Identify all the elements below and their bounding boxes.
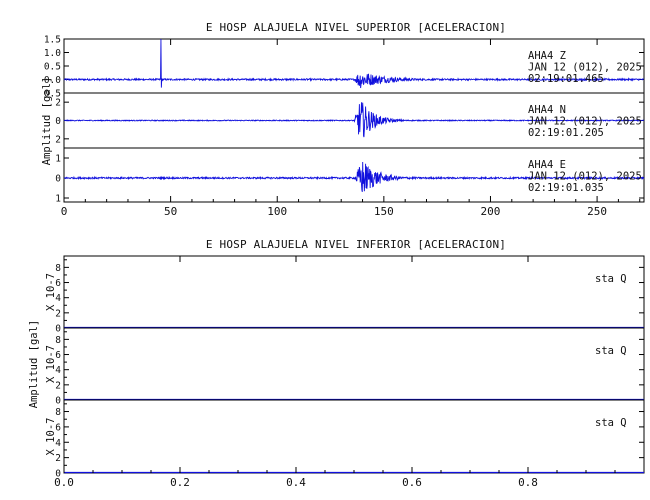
y-tick-label: 8 [55, 407, 61, 418]
trace-time-label: 02:19:01.035 [528, 182, 604, 194]
y-tick-label: 4 [55, 365, 61, 376]
trace-time-label: 02:19:01.465 [528, 73, 604, 85]
lower-chart-title: E HOSP ALAJUELA NIVEL INFERIOR [ACELERAC… [206, 238, 506, 251]
upper-y-axis-label: Amplitud [gal] [41, 77, 53, 166]
empty-trace-panel-3: 0 2 4 6 8X 10-7 sta Q [45, 399, 644, 480]
y-tick-label: 0.5 [44, 62, 61, 73]
y-tick-label: 0 [55, 174, 61, 185]
lower-chart-frame [63, 255, 645, 474]
y-tick-label: 2 [55, 308, 61, 319]
x-tick-label: 50 [164, 205, 177, 218]
x-tick-label: 0.6 [402, 476, 422, 489]
x-tick-label: 250 [587, 205, 607, 218]
y-tick-label: 2 [55, 380, 61, 391]
trace-station-label: sta Q [595, 345, 627, 357]
x-tick-label: 0.8 [518, 476, 538, 489]
y-tick-label: 2 [55, 134, 61, 145]
upper-chart-title: E HOSP ALAJUELA NIVEL SUPERIOR [ACELERAC… [206, 21, 506, 34]
y-tick-label: 8 [55, 263, 61, 274]
waveform-n [63, 102, 645, 138]
trace-date-label: JAN 12 (012), 2025 [528, 62, 642, 74]
y-tick-label: 2 [55, 98, 61, 109]
upper-x-axis: 0 50 100 150 200 250 [61, 39, 641, 218]
y-tick-label: 2 [55, 453, 61, 464]
y-tick-label: 1 [55, 194, 61, 205]
y-tick-label: 4 [55, 438, 61, 449]
y-tick-label: 0 [55, 116, 61, 127]
trace-station-label: AHA4 E [528, 159, 566, 171]
x-tick-label: 100 [267, 205, 287, 218]
y-tick-label: 8 [55, 335, 61, 346]
y-tick-label: 6 [55, 350, 61, 361]
x-tick-label: 0.4 [286, 476, 306, 489]
y-tick-label: 0 [55, 324, 61, 335]
y-tick-label: 0 [55, 469, 61, 480]
scale-factor-label: X 10-7 [45, 345, 57, 383]
lower-x-axis: 0.0 0.2 0.4 0.6 0.8 [54, 256, 616, 489]
x-tick-label: 0.0 [54, 476, 74, 489]
trace-date-label: JAN 12 (012), 2025 [528, 171, 642, 183]
scale-factor-label: X 10-7 [45, 273, 57, 311]
lower-y-axis-label: Amplitud [gal] [28, 320, 40, 409]
waveform-z [63, 38, 645, 89]
x-tick-label: 0.2 [170, 476, 190, 489]
x-tick-label: 150 [374, 205, 394, 218]
trace-station-label: AHA4 Z [528, 50, 566, 62]
waveform-e [63, 162, 645, 193]
trace-date-label: JAN 12 (012), 2025 [528, 116, 642, 128]
trace-station-label: sta Q [595, 417, 627, 429]
y-tick-label: 0.0 [44, 75, 61, 86]
empty-trace-panel-2: 0 2 4 6 8X 10-7 sta Q [45, 327, 644, 407]
trace-time-label: 02:19:01.205 [528, 127, 604, 139]
y-tick-label: 1.5 [44, 35, 61, 46]
empty-trace-panel-1: 0 2 4 6 8X 10-7 sta Q [45, 259, 644, 335]
lower-chart: E HOSP ALAJUELA NIVEL INFERIOR [ACELERAC… [28, 238, 645, 489]
y-tick-label: 0 [55, 396, 61, 407]
trace-station-label: AHA4 N [528, 104, 566, 116]
x-tick-label: 0 [61, 205, 68, 218]
x-tick-label: 200 [481, 205, 501, 218]
upper-chart: E HOSP ALAJUELA NIVEL SUPERIOR [ACELERAC… [41, 21, 645, 218]
y-tick-label: 1.0 [44, 48, 61, 59]
trace-station-label: sta Q [595, 273, 627, 285]
y-tick-label: 1 [55, 154, 61, 165]
y-tick-label: 6 [55, 422, 61, 433]
y-tick-label: 4 [55, 293, 61, 304]
scale-factor-label: X 10-7 [45, 418, 57, 456]
y-tick-label: 0.5 [44, 89, 61, 100]
y-tick-label: 6 [55, 278, 61, 289]
